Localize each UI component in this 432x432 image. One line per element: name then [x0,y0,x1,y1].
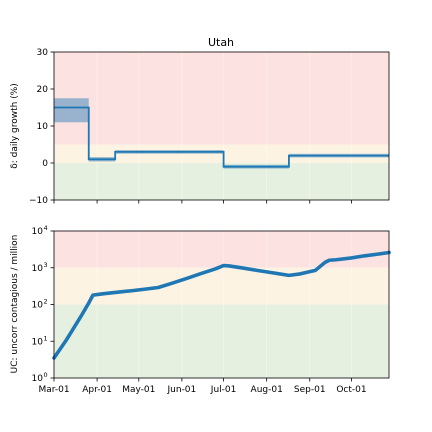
y-tick-exponent: 2 [44,298,48,306]
contagious-series [52,250,391,360]
y-tick-exponent: 4 [44,224,48,232]
zone-band [54,267,389,305]
zone-band [54,52,389,145]
x-tick-label: Oct-01 [336,385,366,395]
growth-panel: Utah −10 0 10 20 30 δ: daily growth (%) [10,36,390,206]
x-tick-label: Jul-01 [210,385,237,395]
x-tick-label: Sep-01 [294,385,326,395]
y-tick-label: 10 [32,264,44,274]
zone-band [54,163,389,200]
y-tick-label: 20 [37,85,49,95]
growth-y-axis-label: δ: daily growth (%) [10,83,20,169]
contagious-x-ticks: Mar-01 Apr-01 May-01 Jun-01 Jul-01 Aug-01 Sep-… [38,378,367,395]
growth-series [54,98,389,169]
y-tick-label: 10 [32,374,44,384]
contagious-zone-bands [54,231,389,378]
growth-uncertainty-band [54,98,89,123]
y-tick-label: 10 [32,337,44,347]
zone-band [54,231,389,268]
x-tick-label: Jun-01 [167,385,197,395]
y-tick-exponent: 1 [44,334,48,342]
growth-zone-bands [54,52,389,200]
y-tick-exponent: 0 [44,371,48,379]
y-tick-label: 30 [37,48,49,58]
y-tick-label: 10 [32,227,44,237]
x-tick-label: Mar-01 [38,385,69,395]
zone-band [54,304,389,378]
y-tick-label: 10 [37,122,49,132]
contagious-line [52,250,391,360]
x-tick-label: May-01 [122,385,155,395]
y-tick-label: 0 [42,159,48,169]
growth-x-ticks [53,200,352,204]
y-tick-label: −10 [29,196,48,206]
chart-title: Utah [208,36,234,49]
growth-y-ticks: −10 0 10 20 30 [29,48,54,206]
x-tick-label: Apr-01 [82,385,112,395]
growth-step-line [54,106,389,168]
x-tick-label: Aug-01 [251,385,283,395]
contagious-y-axis-label: UC: uncorr contagious / million [10,235,20,374]
y-tick-label: 10 [32,301,44,311]
zone-band [54,144,389,163]
y-tick-exponent: 3 [44,261,48,269]
